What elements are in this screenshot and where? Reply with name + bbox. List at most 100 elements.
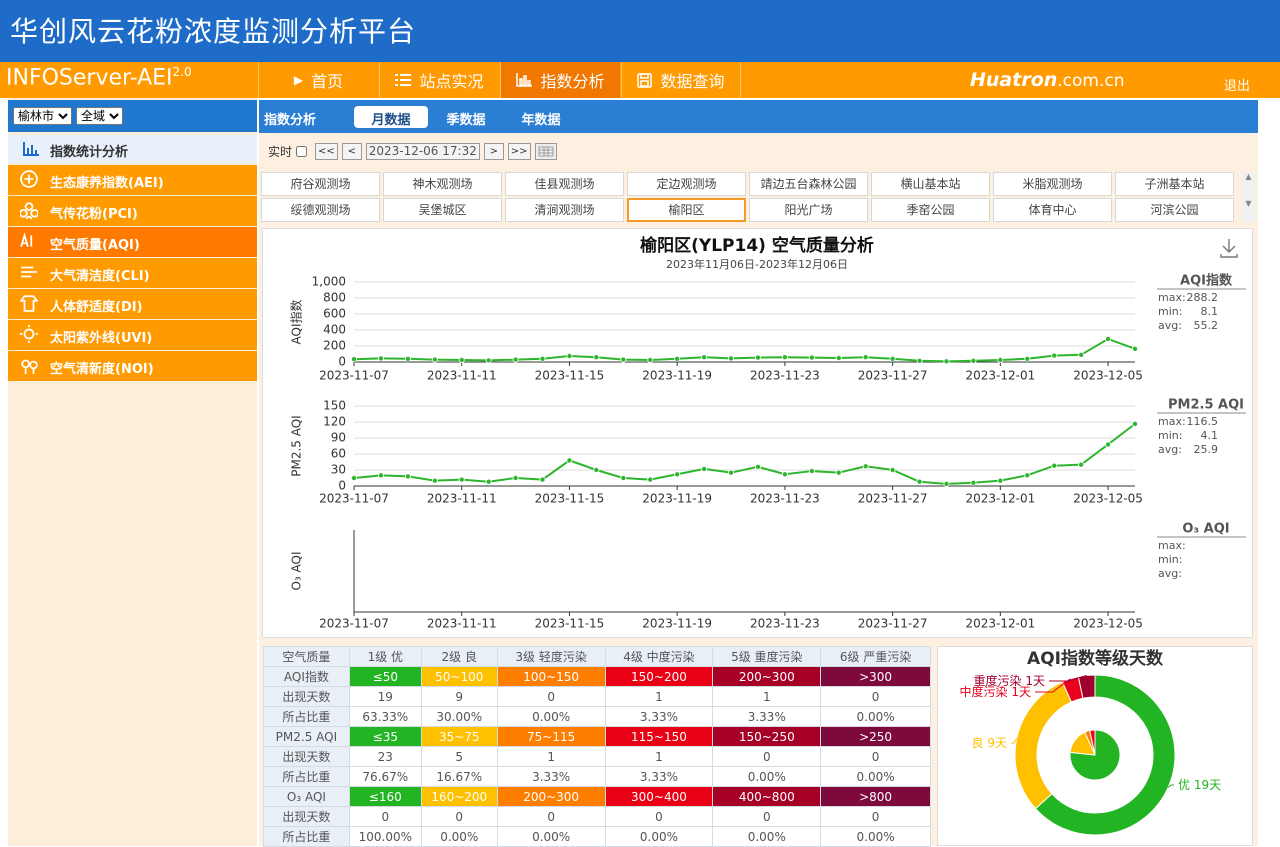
point [675,472,680,477]
chart-title: 榆阳区(YLP14) 空气质量分析 [640,235,874,256]
table-row: 出现天数2351100 [264,747,931,767]
point [728,470,733,475]
point [621,357,626,362]
stat-label: avg: [1158,319,1182,332]
table-cell: 3.33% [605,707,713,727]
table-cell: 所占比重 [264,767,350,787]
table-cell: 1 [497,747,605,767]
table-cell: 0 [713,807,821,827]
point [755,464,760,469]
table-cell: AQI指数 [264,667,350,687]
stat-value: 4.1 [1201,429,1219,442]
point [378,356,383,361]
point [486,358,491,363]
table-cell: ≤35 [349,727,421,747]
stat-label: min: [1158,553,1182,566]
x-tick-label: 2023-11-19 [642,617,712,631]
series-line [354,339,1135,361]
stat-value: 8.1 [1201,305,1219,318]
table-cell: 5 [421,747,497,767]
point [728,356,733,361]
point [1025,356,1030,361]
point [432,357,437,362]
table-cell: 出现天数 [264,687,350,707]
point [648,477,653,482]
table-cell: 0.00% [821,707,931,727]
point [513,357,518,362]
stat-heading: O₃ AQI [1182,522,1229,537]
x-tick-label: 2023-11-27 [858,492,928,506]
stat-label: max: [1158,291,1186,304]
point [944,481,949,486]
table-cell: 4级 中度污染 [605,647,713,667]
point [836,470,841,475]
x-tick-label: 2023-12-05 [1073,369,1143,383]
stat-label: min: [1158,305,1182,318]
table-cell: 0.00% [713,767,821,787]
table-cell: 3.33% [605,767,713,787]
point [567,458,572,463]
point [594,467,599,472]
point [863,464,868,469]
point [540,356,545,361]
y-tick-label: 0 [338,355,346,369]
point [459,357,464,362]
point [890,467,895,472]
table-cell: 0.00% [713,827,821,847]
table-row: 空气质量1级 优2级 良3级 轻度污染4级 中度污染5级 重度污染6级 严重污染 [264,647,931,667]
y-axis-label: AQI指数 [289,300,304,345]
x-tick-label: 2023-12-01 [965,369,1035,383]
y-axis-label: PM2.5 AQI [290,415,304,476]
point [1025,473,1030,478]
point [755,355,760,360]
x-tick-label: 2023-12-01 [965,492,1035,506]
stat-label: avg: [1158,567,1182,580]
point [782,472,787,477]
table-cell: 150~200 [605,667,713,687]
table-cell: >300 [821,667,931,687]
point [1132,346,1137,351]
point [836,355,841,360]
table-cell: 30.00% [421,707,497,727]
table-cell: 1 [605,687,713,707]
table-row: 所占比重63.33%30.00%0.00%3.33%3.33%0.00% [264,707,931,727]
table-cell: 2级 良 [421,647,497,667]
table-cell: 35~75 [421,727,497,747]
x-tick-label: 2023-11-19 [642,369,712,383]
table-cell: ≤160 [349,787,421,807]
point [432,478,437,483]
point [1079,352,1084,357]
table-cell: 所占比重 [264,827,350,847]
x-tick-label: 2023-12-05 [1073,617,1143,631]
download-icon[interactable] [1221,239,1237,257]
table-cell: 出现天数 [264,807,350,827]
point [405,356,410,361]
table-cell: 19 [349,687,421,707]
x-tick-label: 2023-11-11 [427,617,497,631]
y-tick-label: 200 [323,339,346,353]
table-cell: 0.00% [821,767,931,787]
table-cell: 1级 优 [349,647,421,667]
stat-value: 55.2 [1194,319,1219,332]
point [540,477,545,482]
point [998,357,1003,362]
point [594,355,599,360]
stat-label: min: [1158,429,1182,442]
table-cell: 0.00% [497,707,605,727]
table-cell: 0 [821,747,931,767]
point [863,355,868,360]
table-cell: 3级 轻度污染 [497,647,605,667]
table-cell: 100.00% [349,827,421,847]
point [486,479,491,484]
table-cell: 5级 重度污染 [713,647,821,667]
point [971,480,976,485]
table-cell: 160~200 [421,787,497,807]
table-cell: 6级 严重污染 [821,647,931,667]
point [1105,336,1110,341]
x-tick-label: 2023-11-15 [535,369,605,383]
table-cell: 0 [421,807,497,827]
y-tick-label: 1,000 [312,275,346,289]
table-cell: 300~400 [605,787,713,807]
table-row: 出现天数000000 [264,807,931,827]
